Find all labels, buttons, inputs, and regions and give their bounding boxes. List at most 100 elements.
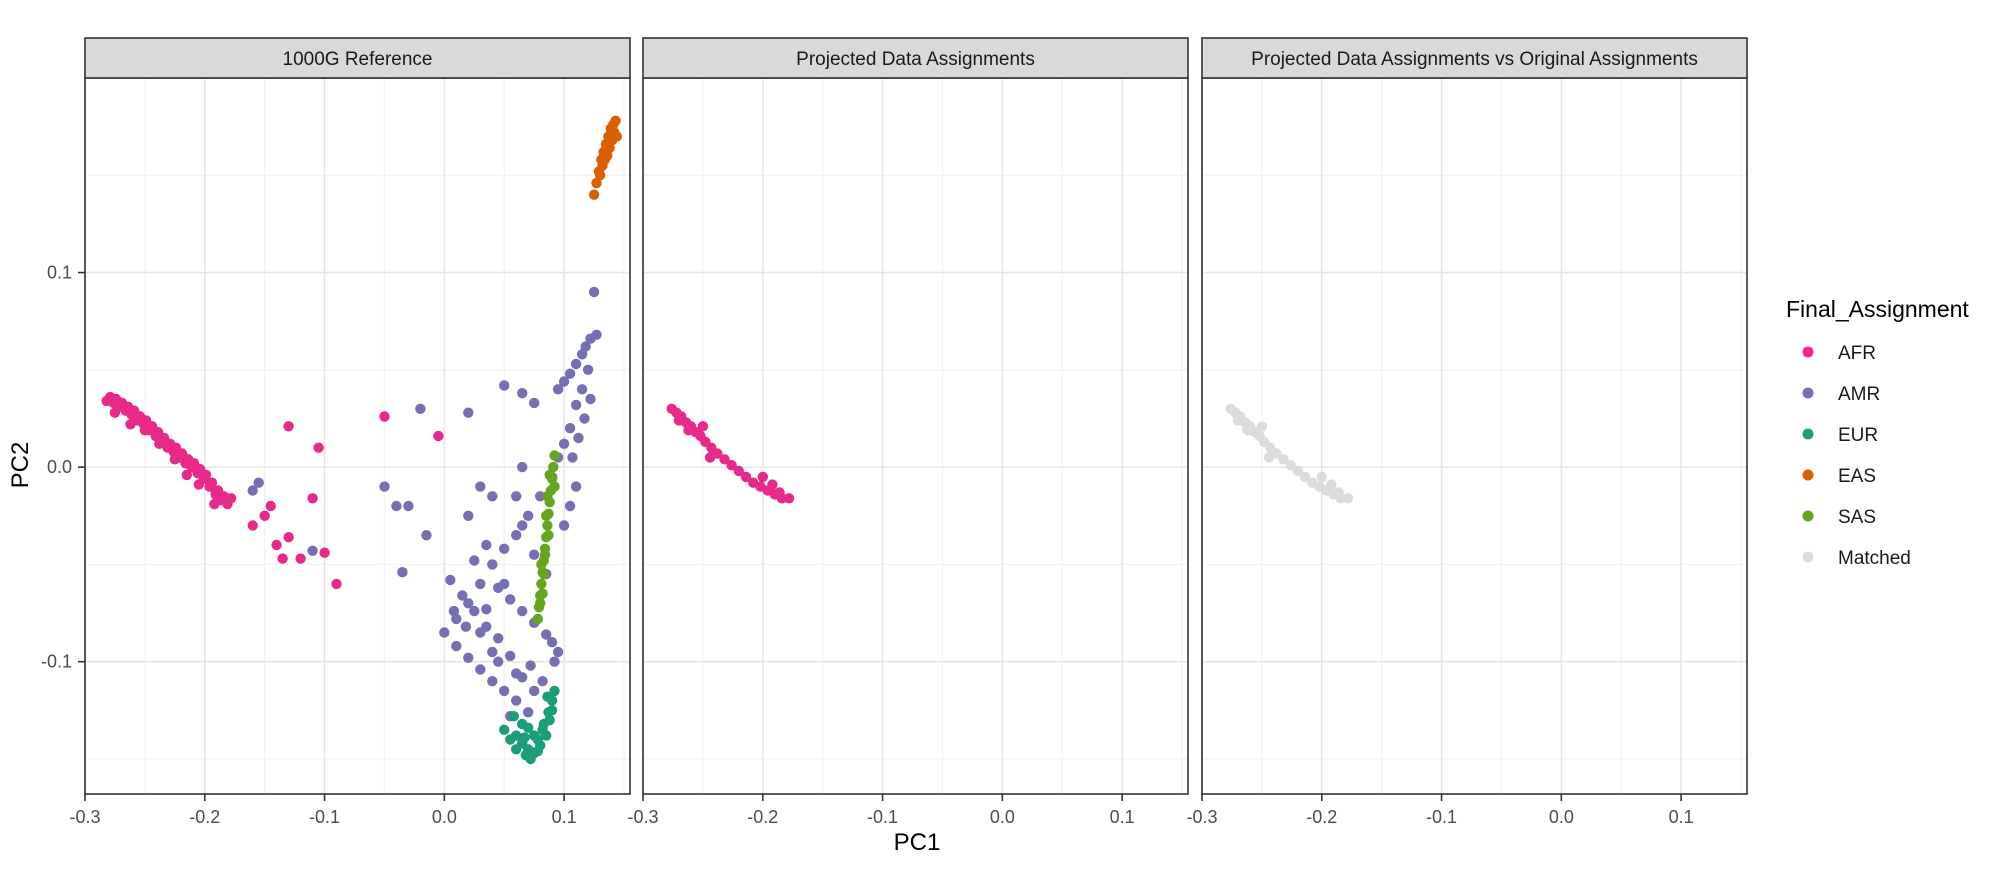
data-point (546, 637, 558, 648)
data-point (564, 368, 576, 379)
x-tick-label: 0.0 (990, 807, 1015, 827)
plot-background (1202, 78, 1747, 794)
legend-item-label: SAS (1838, 507, 1876, 528)
series-eur (499, 685, 560, 765)
data-point (726, 460, 737, 471)
data-point (532, 613, 543, 625)
data-point (1285, 460, 1296, 471)
legend-item-afr: AFR (1802, 343, 1876, 364)
data-point (549, 656, 560, 667)
legend-item-matched: Matched (1802, 548, 1911, 569)
data-point (570, 399, 582, 411)
legend-key-marker (1802, 387, 1814, 399)
data-point (259, 510, 270, 521)
data-point (683, 425, 694, 436)
data-point (517, 461, 528, 473)
data-point (295, 553, 306, 564)
data-point (1292, 465, 1304, 477)
data-point (517, 520, 528, 531)
data-point (537, 724, 548, 735)
data-point (594, 170, 606, 181)
x-tick-label: 0.1 (1110, 807, 1135, 827)
data-point (451, 640, 462, 652)
data-point (757, 471, 768, 483)
data-point (493, 633, 504, 644)
facet-strip-title: 1000G Reference (283, 49, 433, 70)
data-point (1256, 421, 1268, 432)
data-point (546, 705, 558, 716)
data-point (505, 594, 516, 605)
data-point (1299, 471, 1311, 483)
data-point (247, 520, 258, 531)
data-point (733, 465, 744, 477)
data-point (451, 613, 462, 625)
data-point (523, 707, 534, 718)
data-point (499, 380, 510, 391)
data-point (253, 477, 264, 488)
series-afr (101, 391, 444, 590)
y-tick-label: 0.0 (47, 457, 72, 477)
legend-item-label: EUR (1838, 425, 1878, 446)
x-tick-label: -0.1 (867, 807, 898, 827)
x-tick-label: 0.0 (432, 807, 457, 827)
data-point (379, 411, 390, 422)
data-point (125, 419, 136, 430)
data-point (421, 530, 432, 541)
data-point (475, 481, 486, 492)
data-point (169, 454, 180, 465)
data-point (445, 574, 456, 586)
data-point (549, 685, 560, 697)
series-sas (532, 450, 560, 625)
data-point (200, 469, 212, 481)
data-point (209, 498, 220, 510)
data-point (439, 627, 450, 638)
data-point (283, 532, 294, 543)
legend-item-amr: AMR (1802, 384, 1880, 405)
data-point (774, 487, 785, 498)
data-point (475, 627, 486, 638)
data-point (542, 691, 553, 702)
data-point (564, 423, 576, 434)
y-tick-label: 0.1 (47, 263, 72, 283)
data-point (448, 605, 460, 617)
x-tick-label: -0.3 (69, 807, 100, 827)
data-point (536, 559, 547, 570)
data-point (579, 413, 590, 424)
data-point (576, 349, 588, 360)
facet-strip (1201, 37, 1748, 79)
legend-key-marker (1802, 551, 1814, 563)
data-point (511, 730, 522, 741)
plot-background (643, 78, 1188, 794)
facet-strip (642, 37, 1189, 79)
data-point (206, 477, 218, 488)
data-point (499, 543, 510, 554)
data-point (588, 189, 600, 200)
data-point (463, 598, 474, 609)
data-point (783, 493, 795, 504)
facet-panel-1: 1000G Reference (84, 37, 631, 801)
data-point (517, 605, 528, 617)
data-point (529, 685, 540, 697)
data-point (181, 469, 192, 481)
data-point (552, 646, 564, 658)
data-point (532, 746, 543, 757)
data-point (537, 676, 548, 687)
data-point (487, 676, 498, 687)
series-afr (666, 403, 795, 504)
series-matched (1225, 403, 1354, 504)
data-point (331, 578, 342, 590)
y-axis-title: PC2 (7, 442, 34, 489)
data-point (591, 177, 602, 189)
data-point (532, 734, 543, 745)
data-point (397, 567, 408, 578)
data-point (542, 491, 553, 502)
data-point (567, 452, 578, 463)
data-point (481, 604, 492, 615)
data-point (493, 656, 504, 667)
data-point (525, 753, 536, 765)
data-point (673, 415, 685, 426)
x-tick-label: -0.1 (309, 807, 340, 827)
data-point (544, 714, 555, 726)
x-tick-label: 0.1 (552, 807, 577, 827)
data-point (740, 471, 752, 483)
